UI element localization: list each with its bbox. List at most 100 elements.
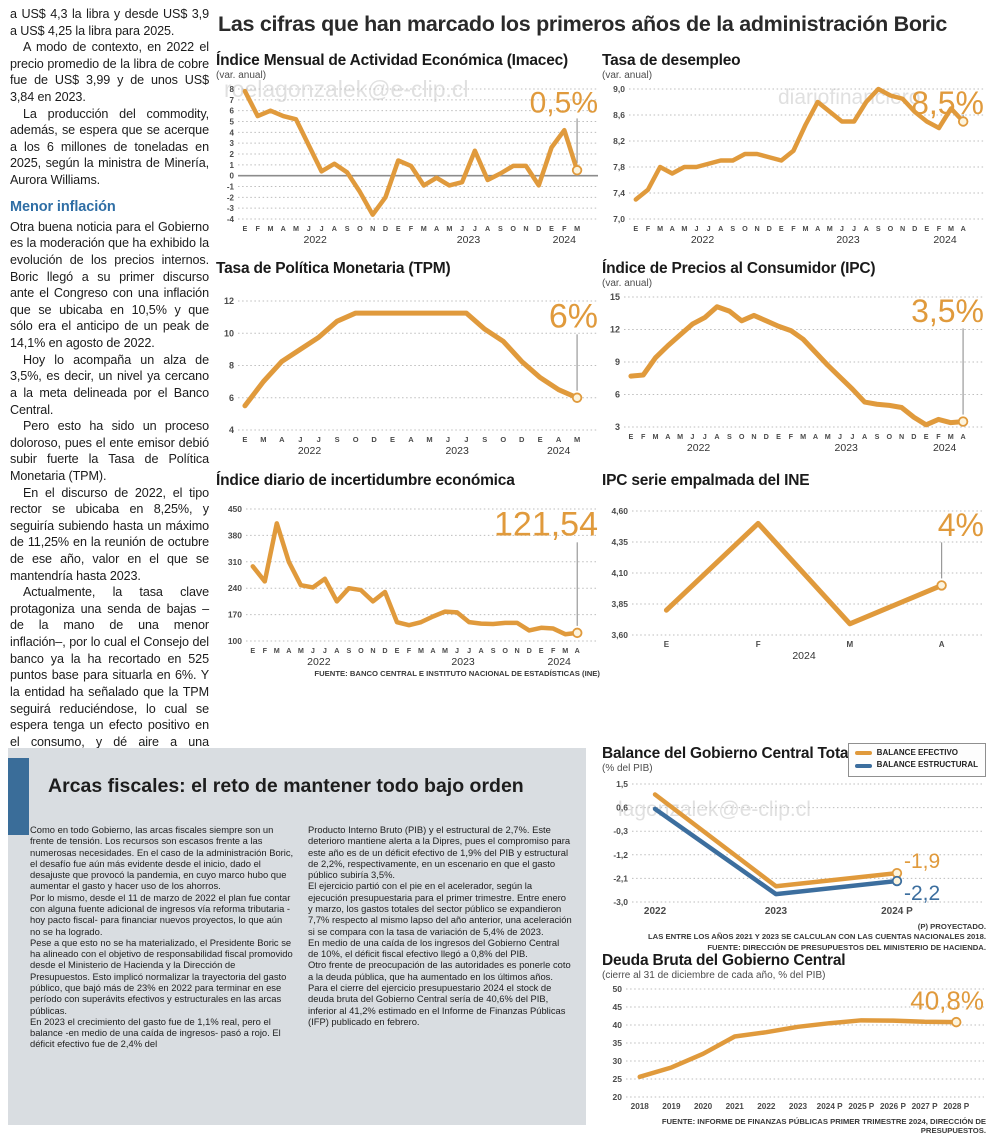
svg-text:E: E	[924, 432, 929, 441]
chart-panel-ipc-empalmada: IPC serie empalmada del INE 4,60 4,35 4,10…	[602, 472, 986, 665]
svg-text:O: O	[500, 435, 506, 444]
svg-text:6%: 6%	[549, 298, 598, 336]
paragraph: Como en todo Gobierno, las arcas fiscale…	[30, 824, 294, 892]
svg-text:N: N	[900, 224, 905, 233]
svg-text:6: 6	[230, 107, 235, 116]
svg-text:A: A	[332, 224, 337, 233]
svg-text:40,8%: 40,8%	[910, 985, 984, 1015]
svg-text:M: M	[574, 435, 580, 444]
svg-text:4,35: 4,35	[611, 537, 628, 547]
svg-text:2022: 2022	[691, 234, 715, 245]
chart-title: IPC serie empalmada del INE	[602, 472, 810, 489]
svg-text:2: 2	[230, 150, 235, 159]
paragraph: A modo de contexto, en 2022 el precio pr…	[10, 40, 209, 105]
svg-text:N: N	[754, 224, 759, 233]
svg-text:A: A	[670, 224, 675, 233]
svg-text:A: A	[408, 435, 414, 444]
svg-text:E: E	[776, 432, 781, 441]
svg-text:240: 240	[228, 583, 242, 593]
svg-text:N: N	[515, 646, 520, 655]
svg-text:E: E	[396, 224, 401, 233]
paragraph: En 2023 el crecimiento del gasto fue de …	[30, 1015, 281, 1050]
paragraph: La producción del commodity, además, se …	[10, 106, 209, 188]
svg-text:3,60: 3,60	[611, 630, 628, 640]
svg-text:E: E	[250, 646, 255, 655]
svg-text:M: M	[267, 224, 273, 233]
svg-text:M: M	[562, 646, 568, 655]
svg-text:4,60: 4,60	[611, 506, 628, 516]
svg-text:E: E	[243, 224, 248, 233]
chart-title: Deuda Bruta del Gobierno Central	[602, 952, 846, 969]
svg-text:F: F	[791, 224, 796, 233]
svg-text:M: M	[847, 640, 854, 649]
svg-text:O: O	[888, 224, 894, 233]
svg-text:M: M	[574, 224, 580, 233]
chart-title: Tasa de Política Monetaria (TPM)	[216, 260, 451, 277]
footnote: FUENTE: DIRECCIÓN DE PRESUPUESTOS DEL MI…	[707, 942, 986, 952]
legend-item-efectivo: BALANCE EFECTIVO	[854, 747, 978, 759]
svg-text:2024: 2024	[933, 234, 957, 245]
svg-text:2024: 2024	[553, 234, 577, 245]
chart-subtitle	[216, 278, 600, 291]
svg-text:N: N	[523, 224, 528, 233]
svg-text:2021: 2021	[726, 1102, 745, 1111]
chart-subtitle: (var. anual)	[216, 70, 267, 82]
svg-text:A: A	[939, 640, 945, 649]
svg-text:6: 6	[229, 393, 234, 403]
svg-text:2019: 2019	[662, 1102, 681, 1111]
svg-text:35: 35	[613, 1038, 623, 1048]
fiscal-columns: Como en todo Gobierno, las arcas fiscale…	[30, 824, 572, 1050]
svg-text:M: M	[677, 432, 683, 441]
chart-panel-deuda: Deuda Bruta del Gobierno Central (cierre…	[602, 952, 986, 1135]
svg-text:7: 7	[230, 96, 235, 105]
svg-text:N: N	[751, 432, 756, 441]
svg-text:M: M	[827, 224, 833, 233]
svg-text:S: S	[727, 432, 732, 441]
svg-text:-1,9: -1,9	[904, 850, 940, 873]
svg-text:45: 45	[613, 1002, 623, 1012]
svg-text:O: O	[739, 432, 745, 441]
chart-footnotes: (P) PROYECTADO. LAS ENTRE LOS AÑOS 2021 …	[602, 922, 986, 953]
svg-text:-2: -2	[227, 193, 235, 202]
svg-text:M: M	[825, 432, 831, 441]
svg-text:J: J	[317, 435, 321, 444]
svg-text:0: 0	[230, 172, 235, 181]
svg-text:O: O	[886, 432, 892, 441]
svg-text:450: 450	[228, 505, 242, 514]
chart-panel-incertidumbre: Índice diario de incertidumbre económica…	[216, 472, 600, 678]
legend: BALANCE EFECTIVO BALANCE ESTRUCTURAL	[847, 743, 986, 777]
svg-text:J: J	[838, 432, 842, 441]
svg-text:M: M	[426, 435, 432, 444]
svg-text:E: E	[924, 224, 929, 233]
svg-text:-0,3: -0,3	[613, 826, 628, 836]
chart-title: Balance del Gobierno Central Total	[602, 745, 853, 762]
svg-text:E: E	[538, 435, 543, 444]
svg-text:A: A	[862, 432, 867, 441]
paragraph: Otro frente de preocupación de las autor…	[308, 959, 571, 982]
chart-subtitle	[216, 490, 600, 503]
chart-panel-desempleo: Tasa de desempleo (var. anual) 9,0 8,6 8,2…	[602, 52, 986, 245]
svg-text:O: O	[357, 224, 363, 233]
svg-text:F: F	[551, 646, 556, 655]
svg-text:M: M	[446, 224, 452, 233]
svg-text:0,5%: 0,5%	[530, 86, 598, 119]
svg-text:D: D	[764, 432, 769, 441]
svg-text:A: A	[281, 224, 286, 233]
svg-text:S: S	[875, 432, 880, 441]
svg-text:170: 170	[228, 610, 242, 620]
svg-text:N: N	[370, 224, 375, 233]
paragraph: Actualmente, la tasa clave protagoniza u…	[10, 584, 209, 800]
svg-text:F: F	[641, 432, 646, 441]
paragraph: En el discurso de 2022, el tipo rector s…	[10, 485, 209, 583]
svg-text:-2,2: -2,2	[904, 882, 940, 905]
svg-text:N: N	[370, 646, 375, 655]
svg-text:-1,2: -1,2	[613, 850, 628, 860]
svg-text:D: D	[912, 224, 917, 233]
svg-text:S: S	[730, 224, 735, 233]
svg-text:2023: 2023	[445, 445, 469, 457]
svg-text:D: D	[382, 646, 387, 655]
svg-text:A: A	[430, 646, 435, 655]
svg-text:2018: 2018	[631, 1102, 650, 1111]
